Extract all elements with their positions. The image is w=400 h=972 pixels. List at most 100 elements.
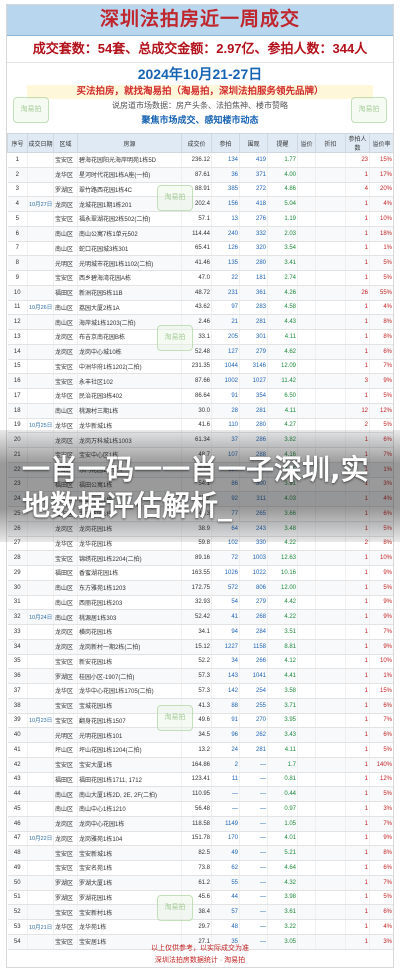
table-cell: 5 [7,211,28,227]
table-cell [315,845,346,861]
table-cell [315,727,346,743]
table-cell: 罗湖区 [53,890,78,906]
table-row: 5 宝安区 福永翠湖花园2栋502(二拍) 57.1 13 276 1.19 1 10% [7,211,393,227]
table-cell [297,329,316,345]
table-cell: 永丰社区102 [77,373,182,389]
table-cell: 1 [345,447,370,463]
table-cell: 320 [239,241,268,257]
table-cell: 福田区 [53,772,78,788]
page-title: 深圳法拍房近一周成交 [7,5,393,36]
table-cell [297,359,316,375]
table-row: 50 罗湖区 罗湖大厦1栋 61.2 55—4.32 1 7% [7,875,393,891]
table-cell: 3.41 [267,255,298,271]
table-cell: 宝安区 [53,698,78,714]
table-cell: 宝安区 [53,845,78,861]
table-cell [297,477,316,493]
table-cell [297,270,316,286]
table-cell: — [239,860,268,876]
table-cell: 17 [7,388,28,404]
table-cell: 124 [211,462,240,478]
table-cell [315,580,346,596]
table-cell [27,255,54,271]
table-cell [315,447,346,463]
table-cell: 锦绣花园1栋2204(二拍) [77,550,182,566]
table-cell [27,359,54,375]
table-cell: 1 [345,270,370,286]
table-cell [27,772,54,788]
table-cell: 光明区 [53,255,78,271]
table-cell: 32.93 [181,595,212,611]
table-cell: 3.66 [267,506,298,522]
table-cell: 110 [211,418,240,434]
table-cell: 7% [369,359,393,375]
table-cell: 231 [211,285,240,301]
table-cell: 39 [7,713,28,729]
table-cell: 罗湖区 [53,462,78,478]
table-cell: 51 [7,890,28,906]
table-cell [315,668,346,684]
table-cell: 宝城花园1栋 [77,698,182,714]
table-cell: 288 [239,447,268,463]
table-cell: 9% [369,595,393,611]
table-cell: 5% [369,890,393,906]
table-row: 21 宝安区宝安中心区1栋48.71072884.16 17% [7,447,393,463]
table-cell: 96 [211,727,240,743]
table-cell: 265 [239,506,268,522]
table-cell: 1 [345,639,370,655]
table-cell [297,211,316,227]
table-cell [297,432,316,448]
table-cell: 3 [345,373,370,389]
table-cell: 龙岗区 [53,624,78,640]
table-cell: 3 [7,182,28,198]
table-cell: 10% [369,211,393,227]
table-cell: 49 [211,845,240,861]
table-row: 18 南山区 桃源村三期1栋 30.0 28 281 4.11 12 12% [7,403,393,419]
table-cell [315,816,346,832]
table-cell [27,727,54,743]
table-cell: 330 [239,536,268,552]
table-cell: 2 [211,757,240,773]
table-cell: 横岗花园1栋 [77,624,182,640]
table-cell [27,373,54,389]
table-cell: 156 [211,196,240,212]
table-row: 4 10月27日 龙岗区 龙城花园1期1栋201 202.4 156 418 5.04 1 4% [7,196,393,212]
table-cell: 南山花园1栋 [77,491,182,507]
table-cell: 1227 [211,639,240,655]
table-cell [315,373,346,389]
table-cell: 279 [239,344,268,360]
table-cell [297,167,316,183]
table-cell: 4.64 [267,860,298,876]
table-cell: 龙岗区 [53,831,78,847]
table-cell: 49.6 [181,713,212,729]
table-cell: 123.41 [181,772,212,788]
table-cell: 10月27日 [27,196,54,212]
table-cell [315,388,346,404]
table-cell: 南山区 [53,314,78,330]
table-cell: 311 [239,491,268,507]
table-cell: 54 [7,934,28,950]
table-cell [27,550,54,566]
table-row: 8 光明区 光明城市花园1栋1102(二拍) 41.46 135 280 3.41 1 5% [7,255,393,271]
table-cell: 9% [369,639,393,655]
table-cell [315,182,346,198]
table-cell: 1 [345,462,370,478]
table-cell: 宝安区 [53,359,78,375]
table-cell: 1 [345,226,370,242]
table-cell: 11 [7,300,28,316]
table-cell: 龙华区 [53,167,78,183]
table-cell: 1 [345,934,370,950]
table-cell: 光明城市花园1栋1102(二拍) [77,255,182,271]
column-header: 房源 [77,133,182,153]
table-cell: 1 [345,875,370,891]
table-cell: 10月24日 [27,609,54,625]
table-cell: 1026 [211,565,240,581]
table-cell: 5% [369,270,393,286]
table-cell [297,698,316,714]
table-cell: 280 [239,418,268,434]
table-cell: 1 [345,698,370,714]
table-cell: 龙华区 [53,683,78,699]
table-cell [297,182,316,198]
table-cell [27,152,54,168]
table-cell [315,329,346,345]
table-cell: 7% [369,447,393,463]
